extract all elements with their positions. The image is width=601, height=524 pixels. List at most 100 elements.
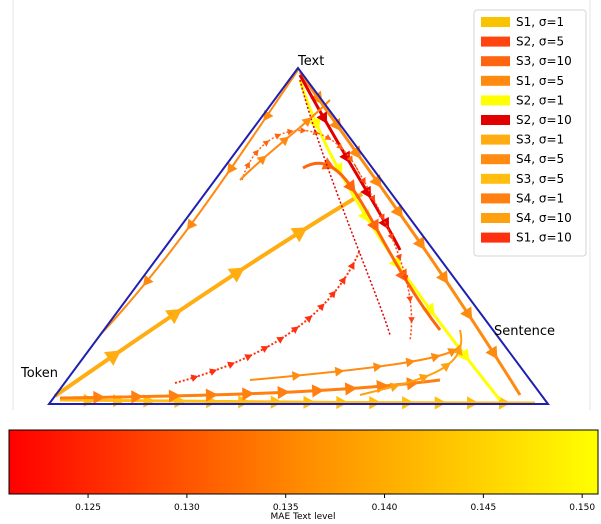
trajectory-arrow — [242, 387, 255, 401]
trajectory-arrow — [460, 306, 473, 321]
trajectory-arrow — [287, 128, 294, 136]
legend-swatch — [481, 115, 510, 125]
trajectory-arrow — [373, 362, 383, 373]
trajectory-arrow — [378, 213, 385, 221]
trajectory-arrow — [389, 382, 400, 393]
colorbar-tick-label: 0.135 — [273, 503, 299, 513]
trajectory-arrow — [290, 227, 308, 243]
trajectory-arrow — [244, 161, 250, 169]
trajectory-arrow — [142, 274, 154, 287]
legend-entry: S1, σ=1 — [516, 15, 564, 29]
trajectory-arrow — [104, 350, 122, 366]
trajectory-arrow — [300, 127, 307, 134]
trajectory-path — [59, 398, 536, 405]
legend-swatch — [481, 36, 510, 47]
legend-swatch — [481, 56, 510, 67]
trajectory-arrow — [260, 346, 269, 353]
legend-swatch — [481, 193, 510, 204]
trajectory-path — [174, 249, 361, 384]
colorbar-tick-label: 0.145 — [470, 503, 496, 513]
legend-entry: S4, σ=1 — [516, 191, 564, 205]
trajectory-arrow — [344, 382, 358, 396]
trajectory-arrow — [190, 374, 199, 382]
trajectory-arrow — [401, 274, 409, 282]
trajectory-arrow — [422, 302, 435, 317]
trajectory-arrow — [343, 179, 356, 193]
trajectory-arrow — [453, 345, 463, 356]
trajectory-arrow — [304, 315, 313, 323]
trajectory-arrow — [395, 253, 402, 261]
colorbar-tick-label: 0.130 — [174, 503, 200, 513]
trajectory-arrow — [276, 336, 285, 344]
trajectory-path — [359, 329, 463, 396]
trajectory-arrow — [244, 354, 253, 362]
legend-entry: S4, σ=10 — [516, 211, 572, 225]
vertex-label-right: Sentence — [494, 324, 555, 339]
trajectory-arrow — [347, 261, 355, 270]
trajectory-arrow — [274, 133, 282, 140]
trajectory-arrow — [406, 377, 419, 391]
trajectory-path — [99, 69, 299, 336]
legend-entry: S3, σ=10 — [516, 54, 572, 68]
trajectory-arrow — [321, 157, 336, 170]
trajectory-arrow — [336, 395, 349, 410]
trajectory-path — [241, 129, 361, 181]
trajectory-arrow — [227, 267, 245, 283]
legend-entry: S2, σ=1 — [516, 93, 564, 107]
trajectory-arrow — [270, 395, 283, 409]
legend-entry: S1, σ=10 — [516, 231, 572, 245]
legend-entry: S2, σ=5 — [516, 35, 564, 49]
trajectory-arrow — [402, 396, 415, 410]
trajectory-arrow — [434, 396, 447, 410]
ternary-triangle — [47, 66, 550, 405]
trajectory-arrow — [165, 308, 183, 325]
trajectory-arrow — [168, 389, 181, 403]
trajectory-arrow — [412, 236, 426, 250]
trajectory-arrow — [406, 296, 413, 303]
trajectory-arrow — [440, 362, 451, 372]
legend-swatch — [481, 154, 510, 165]
legend-swatch — [481, 232, 510, 243]
vertex-label-left: Token — [20, 366, 58, 381]
trajectory-arrow — [467, 396, 480, 410]
trajectory-arrow — [338, 276, 346, 285]
trajectory-arrow — [279, 136, 290, 147]
trajectory-path — [53, 192, 364, 398]
trajectory-layer — [53, 69, 536, 410]
trajectory-arrow — [277, 385, 290, 400]
trajectory-arrow — [227, 162, 238, 174]
trajectory-arrow — [457, 348, 470, 362]
trajectory-path — [302, 161, 442, 331]
trajectory-arrow — [408, 317, 415, 324]
colorbar-tick-label: 0.125 — [75, 503, 101, 513]
trajectory-arrow — [359, 177, 366, 185]
trajectory-arrow — [209, 368, 218, 376]
trajectory-arrow — [360, 185, 372, 199]
trajectory-arrow — [316, 111, 328, 124]
trajectory-arrow — [336, 142, 343, 150]
legend: S1, σ=1 S2, σ=5 S3, σ=10 S1, σ=5 S2, σ=1 S2, … — [473, 9, 587, 257]
legend-entry: S3, σ=1 — [516, 133, 564, 147]
trajectory-arrow — [93, 390, 106, 405]
colorbar: 0.125 0.130 0.135 0.140 0.145 0.150 MAE Text … — [8, 429, 599, 522]
trajectory-arrow — [252, 149, 259, 157]
trajectory-arrow — [186, 218, 198, 230]
trajectory-arrow — [369, 396, 382, 410]
trajectory-arrow — [435, 270, 449, 284]
colorbar-gradient — [8, 429, 599, 495]
trajectory-arrow — [387, 233, 394, 241]
trajectory-arrow — [131, 390, 144, 404]
trajectory-arrow — [290, 326, 299, 334]
trajectory-arrow — [346, 155, 353, 163]
legend-swatch — [481, 173, 510, 184]
colorbar-label: MAE Text level — [271, 512, 336, 522]
legend-swatch — [481, 95, 510, 106]
trajectory-arrow — [310, 90, 323, 105]
trajectory-arrow — [447, 348, 458, 358]
trajectory-arrow — [227, 361, 236, 369]
trajectory-arrow — [485, 345, 498, 360]
legend-swatch — [481, 17, 510, 27]
trajectory-arrow — [369, 194, 375, 202]
trajectory-arrow — [308, 116, 321, 131]
